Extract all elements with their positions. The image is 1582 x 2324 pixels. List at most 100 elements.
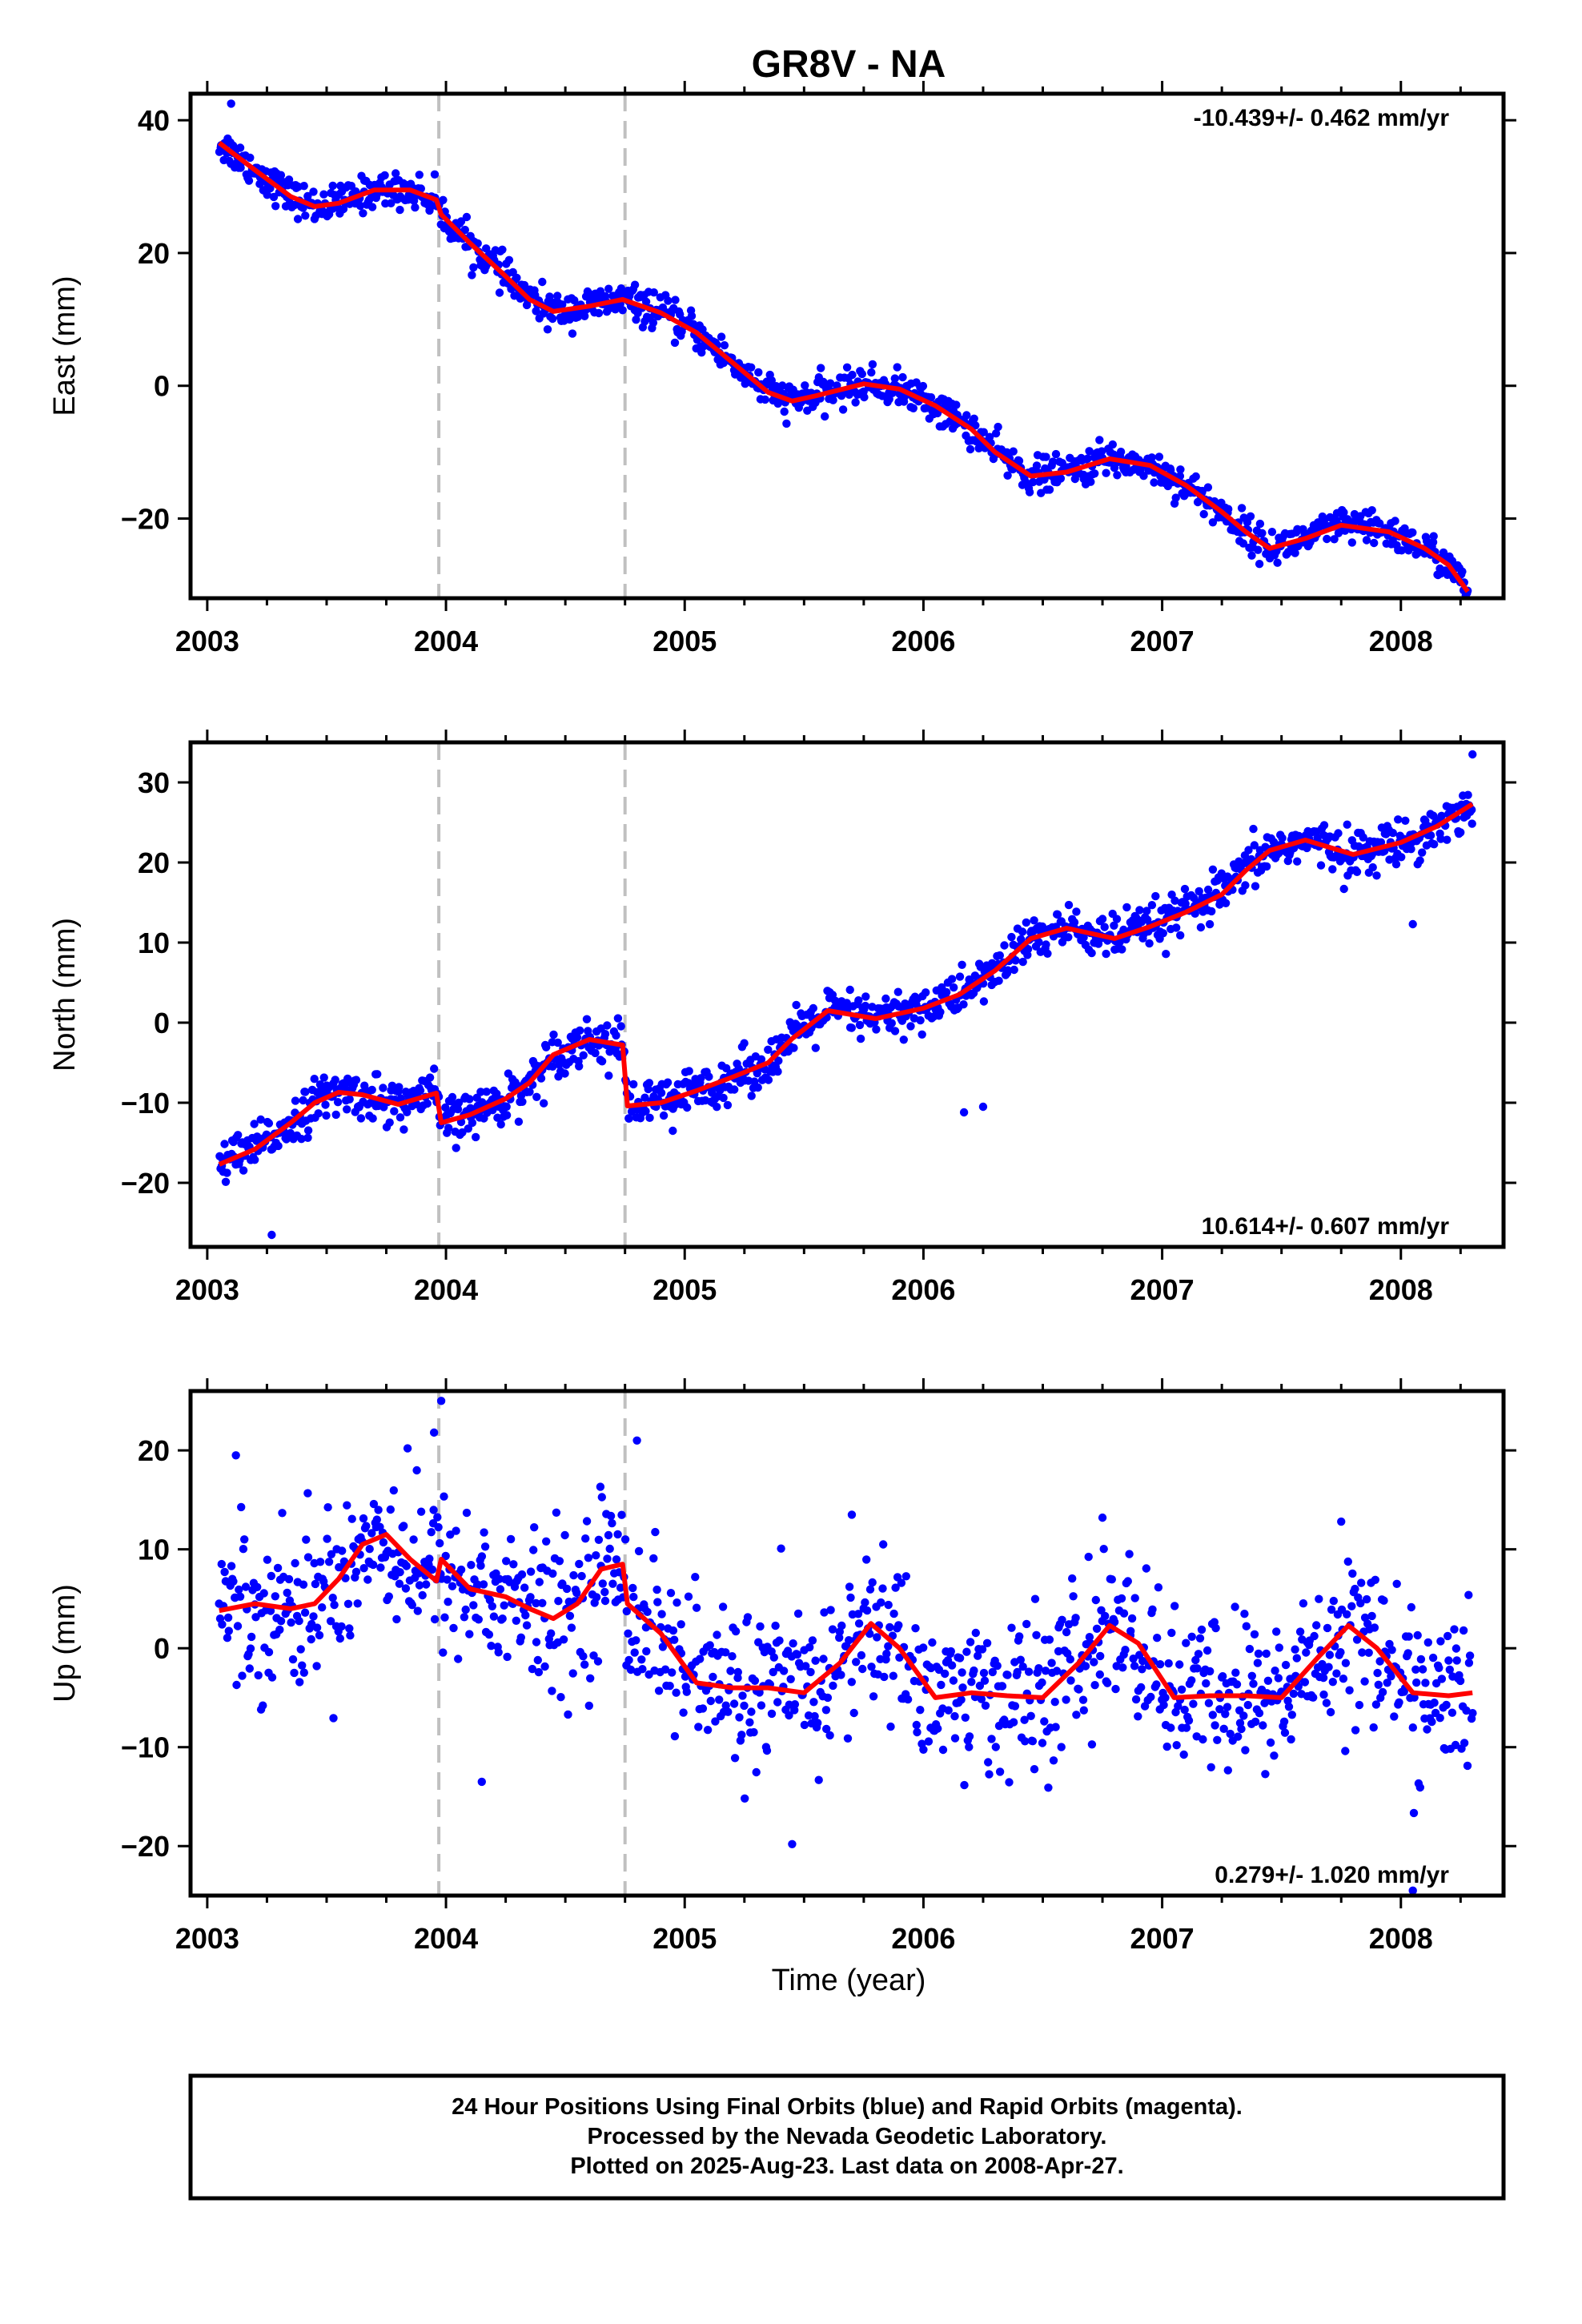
- data-point: [237, 1502, 246, 1512]
- data-point: [1182, 1638, 1191, 1647]
- x-tick-label: 2006: [891, 1273, 955, 1306]
- y-tick-label: 20: [138, 237, 170, 270]
- data-point: [842, 363, 852, 372]
- data-point: [970, 1666, 978, 1675]
- data-point: [1166, 1723, 1175, 1732]
- data-point: [1370, 1623, 1379, 1632]
- data-point: [612, 1031, 620, 1040]
- data-point: [403, 1108, 412, 1117]
- data-point: [319, 190, 328, 199]
- data-point: [1343, 1610, 1351, 1619]
- data-point: [1051, 1723, 1060, 1731]
- data-point: [881, 994, 890, 1003]
- data-point: [1045, 1635, 1054, 1644]
- data-point: [1129, 1655, 1138, 1663]
- data-point: [612, 1555, 621, 1564]
- data-point: [502, 1111, 512, 1120]
- data-point: [632, 316, 640, 324]
- data-point: [440, 1613, 449, 1622]
- data-point: [434, 1522, 443, 1532]
- data-point: [966, 444, 975, 454]
- data-point: [1180, 884, 1190, 894]
- data-point: [374, 1506, 383, 1514]
- data-point: [750, 1676, 760, 1685]
- data-point: [1244, 846, 1253, 854]
- data-point: [303, 1489, 312, 1498]
- data-point: [1352, 1635, 1362, 1644]
- data-point: [1007, 932, 1016, 942]
- data-point: [1271, 1667, 1279, 1675]
- data-point: [1108, 440, 1118, 449]
- data-point: [427, 1528, 436, 1537]
- data-point: [780, 407, 789, 416]
- data-point: [1337, 1517, 1346, 1526]
- data-point: [965, 1732, 974, 1741]
- data-point: [809, 1003, 817, 1013]
- data-point: [415, 171, 424, 179]
- data-point: [495, 288, 504, 297]
- data-point: [847, 1678, 857, 1687]
- data-point: [295, 1678, 304, 1687]
- data-point: [985, 1770, 994, 1779]
- data-point: [1352, 867, 1362, 877]
- data-point: [1330, 535, 1339, 544]
- data-point: [296, 1645, 305, 1654]
- data-point: [805, 1642, 814, 1652]
- data-point: [814, 1775, 823, 1784]
- data-point: [346, 1631, 355, 1640]
- data-point: [547, 1629, 556, 1638]
- data-point: [476, 1561, 485, 1570]
- data-point: [468, 1118, 477, 1128]
- data-point: [1250, 1630, 1259, 1639]
- data-point: [580, 1660, 589, 1669]
- data-point: [733, 1667, 742, 1677]
- data-point: [666, 1589, 676, 1598]
- data-point: [1153, 1634, 1162, 1642]
- data-point: [1450, 1625, 1459, 1634]
- data-point: [395, 1083, 404, 1092]
- data-point: [706, 1696, 715, 1706]
- data-point: [322, 1111, 331, 1120]
- data-point: [1026, 1711, 1035, 1720]
- data-point: [315, 1558, 325, 1566]
- data-point: [597, 1493, 606, 1502]
- data-point: [1310, 1631, 1319, 1641]
- data-point: [496, 1120, 505, 1129]
- data-point: [273, 1563, 283, 1573]
- data-point: [1007, 1623, 1016, 1632]
- data-point: [1058, 1615, 1066, 1625]
- data-point: [703, 1726, 713, 1735]
- data-point: [901, 1572, 911, 1581]
- data-point: [287, 1618, 295, 1627]
- data-point: [1458, 567, 1467, 576]
- data-point: [327, 1550, 336, 1559]
- data-point: [629, 1080, 638, 1089]
- data-point: [494, 1648, 503, 1657]
- data-point: [271, 1592, 279, 1601]
- data-point: [659, 1111, 669, 1120]
- x-tick-label: 2004: [414, 1273, 478, 1306]
- data-point: [955, 1654, 965, 1663]
- data-point: [1437, 1675, 1447, 1683]
- data-point: [608, 1579, 617, 1588]
- data-point: [597, 1057, 607, 1066]
- data-point: [1044, 1783, 1053, 1792]
- data-point: [683, 1103, 692, 1112]
- data-point: [773, 1698, 782, 1707]
- data-point: [403, 1444, 412, 1453]
- data-point: [837, 1671, 845, 1679]
- data-point: [786, 1675, 795, 1683]
- y-tick-label: 0: [154, 1007, 170, 1039]
- data-point: [528, 1664, 537, 1674]
- data-point: [779, 1667, 789, 1675]
- data-point: [218, 1620, 227, 1629]
- data-point: [1255, 519, 1265, 529]
- data-point: [1415, 1783, 1425, 1792]
- data-point: [868, 360, 877, 369]
- y-tick-label: −10: [121, 1731, 170, 1764]
- data-point: [845, 1636, 853, 1645]
- data-point: [890, 1027, 900, 1035]
- data-point: [1341, 1747, 1350, 1755]
- data-point: [753, 1083, 762, 1092]
- data-point: [684, 1592, 693, 1601]
